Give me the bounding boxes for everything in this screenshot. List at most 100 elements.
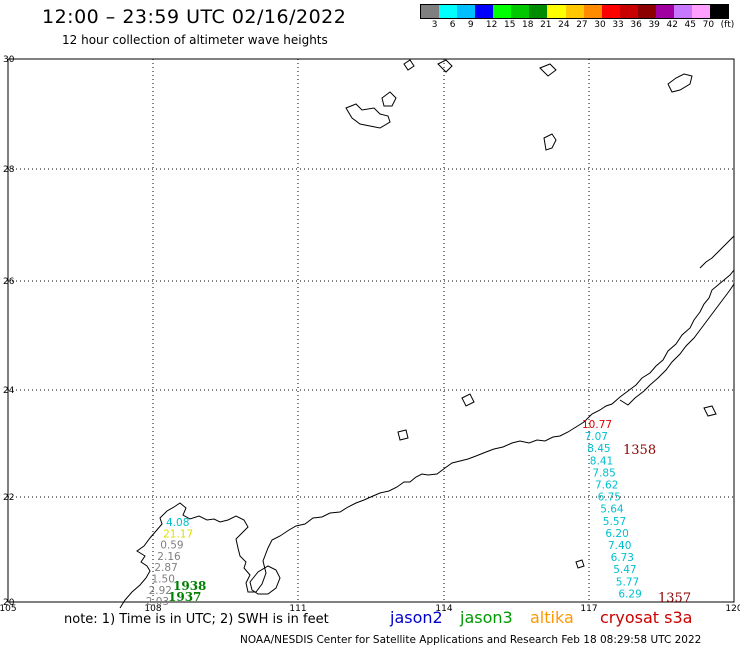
wave-height-value: 7.40	[608, 540, 631, 552]
colorbar-tick-label: 45	[684, 20, 696, 30]
colorbar-tick-labels: 3 6 9 12 15 18 21 24 27 30 33 36 39 42 45 70 (ft)	[420, 19, 740, 31]
wave-height-value: 4.08	[166, 517, 189, 529]
longitude-label: 105	[0, 604, 17, 614]
longitude-label: 117	[580, 604, 597, 614]
coastline	[119, 59, 735, 609]
latitude-label: 22	[3, 493, 14, 503]
colorbar-swatch	[529, 5, 548, 18]
colorbar-tick-label: 70	[702, 20, 715, 30]
wave-height-value: 7.07	[585, 431, 608, 443]
island-hainan	[249, 565, 281, 595]
latitude-label: 24	[3, 386, 15, 396]
colorbar-swatch	[565, 5, 584, 18]
coastline-mainland	[119, 269, 735, 609]
island-b	[381, 91, 397, 107]
wave-height-value: 6.73	[611, 552, 634, 564]
mission-label: cryosat s3a	[600, 608, 693, 627]
pass-time-label: 1357	[658, 591, 691, 606]
longitude-label: 114	[435, 604, 452, 614]
latitude-label: 30	[3, 55, 15, 65]
colorbar-swatch	[583, 5, 602, 18]
colorbar-tick-label: 24	[558, 20, 570, 30]
pass-time-label: 1938	[173, 579, 206, 593]
colorbar-swatch	[439, 5, 458, 18]
colorbar-tick-label: 12	[485, 20, 498, 30]
colorbar-tick-label: 3	[431, 20, 438, 30]
wave-height-value: 8.41	[590, 455, 613, 467]
island-i	[703, 405, 717, 417]
wave-height-colorbar: 3 6 9 12 15 18 21 24 27 30 33 36 39 42 45 70 (ft)	[420, 4, 740, 31]
graticule-grid	[8, 59, 734, 602]
wave-height-value: 21.17	[163, 528, 193, 540]
map-border	[7, 58, 735, 603]
colorbar-swatch	[710, 5, 729, 18]
colorbar-swatch	[637, 5, 656, 18]
island-g	[667, 73, 693, 93]
colorbar-swatch	[511, 5, 530, 18]
colorbar-swatch	[691, 5, 710, 18]
wave-height-value: 5.77	[616, 576, 639, 588]
latitude-label: 20	[3, 598, 15, 608]
wave-height-value: 5.47	[613, 564, 636, 576]
colorbar-swatch	[475, 5, 494, 18]
pass-time-label: 1937	[168, 590, 201, 604]
pass-time-label: 1358	[623, 443, 656, 458]
wave-height-value: 6.20	[605, 528, 628, 540]
island-e	[539, 63, 557, 77]
map-title: 12:00 – 23:59 UTC 02/16/2022	[42, 6, 347, 28]
coastline-north-fragment	[619, 283, 735, 406]
mission-label: jason2	[390, 608, 443, 627]
colorbar-tick-label: 27	[576, 20, 588, 30]
colorbar-swatch	[655, 5, 674, 18]
longitude-label: 108	[144, 604, 161, 614]
mission-label: altika	[530, 608, 574, 627]
longitude-label: 120	[725, 604, 740, 614]
wave-height-value: 10.77	[582, 419, 612, 431]
latitude-label: 26	[3, 277, 15, 287]
credit-line: NOAA/NESDIS Center for Satellite Applica…	[240, 634, 702, 646]
island-h	[461, 393, 475, 407]
colorbar-tick-label: 39	[648, 20, 660, 30]
longitude-label: 111	[289, 604, 306, 614]
island-k	[397, 429, 409, 441]
colorbar-swatch	[421, 5, 440, 18]
colorbar-swatch	[547, 5, 566, 18]
colorbar-tick-label: 30	[594, 20, 606, 30]
footnote: note: 1) Time is in UTC; 2) SWH is in fe…	[64, 612, 329, 627]
island-c	[403, 59, 415, 71]
colorbar-tick-label: (ft)	[720, 20, 735, 30]
colorbar-swatch	[673, 5, 692, 18]
colorbar-swatch	[619, 5, 638, 18]
island-j	[575, 559, 585, 569]
island-f	[543, 133, 557, 151]
colorbar-swatch	[601, 5, 620, 18]
wave-height-value: 6.29	[618, 588, 641, 600]
wave-height-value: 7.85	[592, 467, 615, 479]
map-frame	[7, 58, 735, 603]
wave-height-value: 2.03	[146, 596, 169, 608]
altimeter-track-east: 10.777.078.458.417.857.626.755.645.576.2…	[582, 419, 642, 600]
colorbar-tick-label: 18	[522, 20, 534, 30]
colorbar-swatches	[420, 4, 729, 19]
coastline-east-fragment	[699, 235, 735, 269]
colorbar-tick-label: 9	[467, 20, 474, 30]
colorbar-tick-label: 36	[630, 20, 642, 30]
colorbar-tick-label: 21	[540, 20, 552, 30]
wave-height-value: 2.16	[157, 551, 181, 563]
colorbar-tick-label: 42	[666, 20, 678, 30]
colorbar-swatch	[457, 5, 476, 18]
island-a	[345, 103, 391, 129]
wave-height-value: 6.75	[598, 492, 621, 504]
colorbar-tick-label: 6	[449, 20, 456, 30]
wave-height-value: 2.92	[149, 585, 172, 597]
colorbar-swatch	[493, 5, 512, 18]
wave-height-value: 5.57	[603, 516, 626, 528]
wave-height-value: 5.64	[600, 504, 624, 516]
wave-height-value: 2.87	[154, 562, 177, 574]
colorbar-tick-label: 15	[503, 20, 516, 30]
wave-height-value: 0.59	[160, 540, 183, 552]
